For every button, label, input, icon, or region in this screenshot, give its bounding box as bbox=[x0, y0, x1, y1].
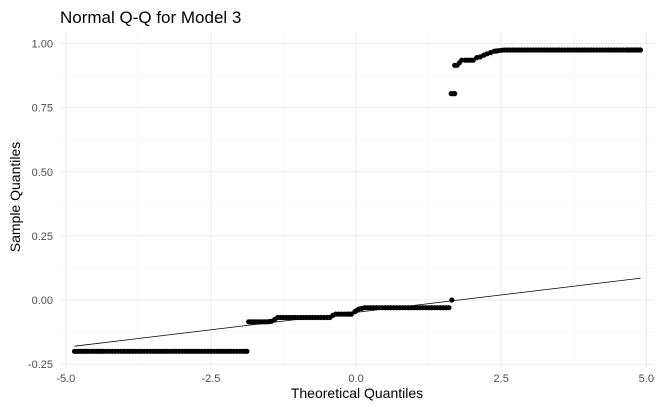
data-point bbox=[449, 297, 455, 303]
data-point bbox=[244, 348, 250, 354]
y-axis-ticks: -0.25 0.00 0.25 0.50 0.75 1.00 bbox=[28, 39, 53, 372]
chart-title: Normal Q-Q for Model 3 bbox=[60, 8, 241, 27]
y-axis-title: Sample Quantiles bbox=[7, 142, 23, 253]
y-tick-label: 0.50 bbox=[32, 167, 53, 179]
x-axis-title: Theoretical Quantiles bbox=[291, 385, 423, 401]
data-point bbox=[452, 91, 458, 97]
y-tick-label: 0.00 bbox=[32, 295, 53, 307]
x-tick-label: 5.0 bbox=[639, 373, 654, 385]
y-tick-label: 1.00 bbox=[32, 39, 53, 51]
y-tick-label: 0.25 bbox=[32, 231, 53, 243]
y-tick-label: 0.75 bbox=[32, 103, 53, 115]
data-points bbox=[71, 47, 644, 354]
x-tick-label: -2.5 bbox=[201, 373, 220, 385]
data-point bbox=[637, 47, 644, 53]
data-point bbox=[446, 305, 452, 311]
x-tick-label: 0.0 bbox=[348, 373, 363, 385]
x-axis-ticks: -5.0 -2.5 0.0 2.5 5.0 bbox=[56, 373, 654, 385]
y-tick-label: -0.25 bbox=[28, 359, 53, 371]
x-tick-label: 2.5 bbox=[494, 373, 509, 385]
grid bbox=[60, 32, 655, 368]
x-tick-label: -5.0 bbox=[56, 373, 75, 385]
